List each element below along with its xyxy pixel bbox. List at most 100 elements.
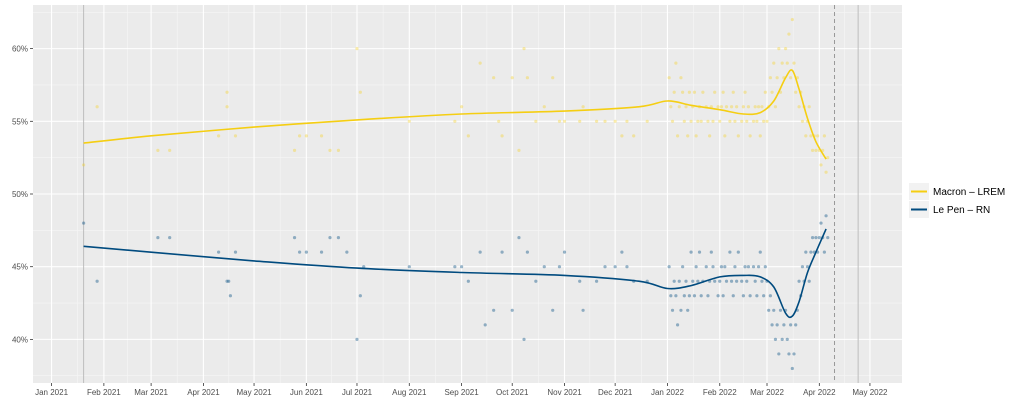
x-tick-label: Feb 2021 xyxy=(87,388,121,397)
poll-point-lepen xyxy=(534,279,538,283)
poll-point-macron xyxy=(758,134,762,138)
poll-point-macron xyxy=(762,119,766,123)
poll-point-lepen xyxy=(822,250,826,254)
poll-point-macron xyxy=(669,105,673,109)
poll-point-macron xyxy=(745,119,749,123)
poll-point-macron xyxy=(677,105,681,109)
poll-point-lepen xyxy=(736,250,740,254)
poll-point-lepen xyxy=(763,265,767,269)
poll-point-macron xyxy=(741,105,745,109)
poll-point-macron xyxy=(809,134,813,138)
poll-point-macron xyxy=(731,90,735,94)
poll-point-lepen xyxy=(809,250,813,254)
poll-point-lepen xyxy=(753,279,757,283)
poll-point-macron xyxy=(466,134,470,138)
poll-point-macron xyxy=(810,148,815,152)
poll-point-lepen xyxy=(684,279,688,283)
poll-point-lepen xyxy=(723,265,727,269)
poll-point-lepen xyxy=(782,323,786,327)
poll-point-macron xyxy=(168,148,172,152)
poll-point-macron xyxy=(713,90,717,94)
poll-point-lepen xyxy=(225,279,229,283)
x-tick-label: Jan 2022 xyxy=(651,388,684,397)
poll-point-lepen xyxy=(95,279,99,283)
legend-label-lepen: Le Pen – RN xyxy=(933,205,990,216)
poll-point-lepen xyxy=(355,337,359,341)
poll-point-macron xyxy=(775,76,779,80)
poll-point-lepen xyxy=(594,279,599,283)
poll-point-lepen xyxy=(719,265,724,269)
poll-point-macron xyxy=(708,134,712,138)
trend-lines xyxy=(83,69,827,319)
poll-point-macron xyxy=(557,119,562,123)
poll-points xyxy=(82,17,830,371)
poll-point-macron xyxy=(603,119,607,123)
poll-point-lepen xyxy=(689,250,693,254)
poll-point-lepen xyxy=(478,250,482,254)
x-tick-label: Jun 2021 xyxy=(290,388,323,397)
poll-point-macron xyxy=(763,90,767,94)
poll-point-lepen xyxy=(824,214,828,218)
poll-point-lepen xyxy=(682,294,686,298)
poll-point-lepen xyxy=(304,250,308,254)
poll-point-lepen xyxy=(407,265,411,269)
poll-point-lepen xyxy=(557,265,562,269)
poll-point-macron xyxy=(800,119,805,123)
poll-point-lepen xyxy=(697,250,702,254)
poll-point-lepen xyxy=(625,265,629,269)
poll-point-macron xyxy=(694,134,698,138)
poll-point-lepen xyxy=(362,265,366,269)
poll-point-lepen xyxy=(687,294,691,298)
poll-point-lepen xyxy=(500,250,504,254)
poll-point-macron xyxy=(304,134,308,138)
poll-point-lepen xyxy=(716,294,720,298)
y-tick-label: 40% xyxy=(12,335,28,344)
poll-point-lepen xyxy=(817,236,821,240)
poll-point-macron xyxy=(746,105,751,109)
poll-point-macron xyxy=(768,76,772,80)
y-tick-label: 50% xyxy=(12,190,28,199)
poll-point-macron xyxy=(735,105,739,109)
poll-point-macron xyxy=(711,119,715,123)
poll-point-lepen xyxy=(492,308,496,312)
poll-point-lepen xyxy=(728,250,732,254)
poll-point-lepen xyxy=(762,294,766,298)
poll-point-lepen xyxy=(807,279,811,283)
poll-point-macron xyxy=(670,119,675,123)
poll-point-lepen xyxy=(525,250,530,254)
poll-point-macron xyxy=(679,76,683,80)
poll-point-lepen xyxy=(233,250,238,254)
x-tick-label: Nov 2021 xyxy=(547,388,582,397)
poll-point-lepen xyxy=(620,250,624,254)
poll-point-macron xyxy=(407,119,411,123)
poll-point-lepen xyxy=(228,294,233,298)
poll-point-lepen xyxy=(522,337,526,341)
poll-point-macron xyxy=(724,105,729,109)
poll-point-lepen xyxy=(675,323,680,327)
poll-point-macron xyxy=(807,105,811,109)
poll-point-lepen xyxy=(453,265,457,269)
poll-point-macron xyxy=(760,105,764,109)
poll-point-lepen xyxy=(767,308,771,312)
poll-point-lepen xyxy=(669,294,673,298)
poll-point-macron xyxy=(686,134,690,138)
poll-point-macron xyxy=(755,119,759,123)
poll-point-lepen xyxy=(681,265,685,269)
poll-point-macron xyxy=(783,47,788,51)
poll-point-macron xyxy=(789,76,793,80)
poll-point-lepen xyxy=(679,308,683,312)
y-tick-label: 45% xyxy=(12,263,28,272)
poll-point-macron xyxy=(225,105,229,109)
poll-point-lepen xyxy=(613,265,617,269)
x-tick-label: Mar 2021 xyxy=(134,388,168,397)
poll-point-lepen xyxy=(510,308,514,312)
poll-point-lepen xyxy=(814,236,818,240)
poll-point-lepen xyxy=(328,236,332,240)
x-tick-label: Jan 2021 xyxy=(35,388,68,397)
poll-point-lepen xyxy=(792,352,796,356)
x-tick-label: Feb 2022 xyxy=(703,388,737,397)
poll-point-macron xyxy=(478,61,482,65)
poll-point-lepen xyxy=(711,265,715,269)
x-tick-label: Apr 2021 xyxy=(187,388,220,397)
poll-point-lepen xyxy=(772,308,776,312)
